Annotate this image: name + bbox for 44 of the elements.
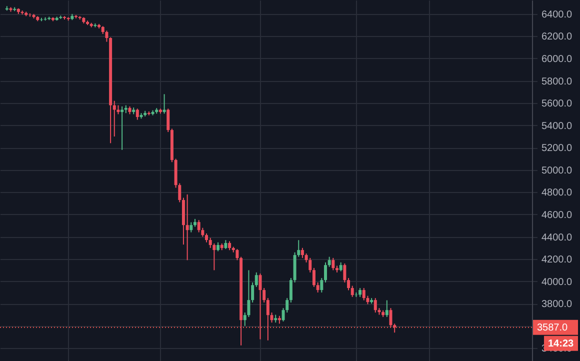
y-tick-label: 5000.0 <box>542 165 573 176</box>
ref-line-label: 3587.0 <box>537 322 568 334</box>
y-tick-label: 4200.0 <box>542 254 573 266</box>
candlestick <box>312 267 316 288</box>
candlestick <box>362 288 366 301</box>
y-tick-label: 6400.0 <box>542 9 573 20</box>
candlestick <box>316 282 320 293</box>
candlestick <box>236 248 239 261</box>
candlestick <box>320 277 324 293</box>
y-tick-label: 4600.0 <box>542 210 573 221</box>
candlestick <box>343 263 346 283</box>
candlestick <box>254 272 258 288</box>
y-tick-label: 5600.0 <box>542 98 573 110</box>
candlestick <box>197 220 200 233</box>
candlestick <box>308 257 312 273</box>
candlestick <box>166 108 170 133</box>
y-tick-label: 4000.0 <box>542 276 573 288</box>
y-tick-label: 5800.0 <box>542 76 573 88</box>
y-tick-label: 6200.0 <box>542 32 573 43</box>
candlestick <box>324 262 327 283</box>
candlestick <box>251 282 254 304</box>
candlestick <box>328 256 331 268</box>
candlestick <box>300 247 304 258</box>
candlestick <box>374 298 377 314</box>
candlestick <box>262 288 266 304</box>
candlestick <box>347 277 350 291</box>
candlestick <box>120 106 124 150</box>
candlestick <box>162 94 166 114</box>
candlestick <box>190 222 193 233</box>
y-tick-label: 4400.0 <box>542 232 573 244</box>
candlestick <box>136 108 139 120</box>
y-tick-label: 5400.0 <box>542 120 573 132</box>
y-tick-label: 3800.0 <box>542 299 573 310</box>
candlestick <box>105 30 108 42</box>
candlestick <box>112 100 116 137</box>
candlestick <box>186 194 189 261</box>
y-tick-label: 6000.0 <box>542 54 573 65</box>
y-tick-label: 5200.0 <box>542 143 573 154</box>
candlestick <box>289 277 292 304</box>
candlestick <box>270 312 274 324</box>
candlestick <box>332 257 335 271</box>
y-tick-label: 4800.0 <box>542 188 573 199</box>
candlestick <box>385 300 388 318</box>
candlestick <box>350 285 354 298</box>
